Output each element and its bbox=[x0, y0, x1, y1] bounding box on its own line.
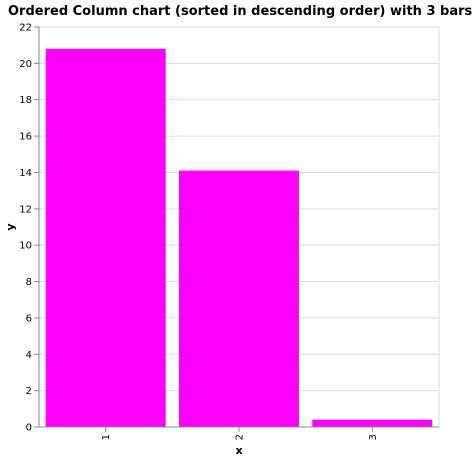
y-tick-label: 8 bbox=[26, 277, 32, 288]
y-tick-label: 22 bbox=[19, 23, 32, 34]
y-tick-label: 12 bbox=[19, 204, 32, 215]
bar bbox=[312, 419, 433, 427]
y-tick-label: 20 bbox=[19, 59, 32, 70]
y-tick-label: 10 bbox=[19, 241, 32, 252]
bar bbox=[179, 170, 299, 428]
x-tick-label: 2 bbox=[235, 434, 246, 440]
y-tick-label: 18 bbox=[19, 95, 32, 106]
y-axis-title: y bbox=[4, 223, 17, 230]
y-tick-label: 16 bbox=[19, 132, 32, 143]
x-tick-label: 3 bbox=[368, 434, 379, 440]
bar bbox=[45, 48, 166, 428]
bar-layer bbox=[45, 48, 433, 428]
y-tick-label: 14 bbox=[19, 168, 32, 179]
x-tick-layer: 1 2 3 bbox=[101, 427, 379, 440]
y-tick-label: 0 bbox=[26, 423, 32, 434]
y-tick-label: 6 bbox=[26, 313, 32, 324]
chart-title: Ordered Column chart (sorted in descendi… bbox=[8, 4, 473, 19]
y-tick-label: 2 bbox=[26, 386, 32, 397]
x-tick-label: 1 bbox=[101, 434, 112, 440]
y-tick-layer: 0 2 4 6 8 10 12 14 16 18 20 22 bbox=[19, 23, 39, 434]
y-tick-label: 4 bbox=[26, 350, 32, 361]
x-axis-title: x bbox=[235, 444, 242, 457]
